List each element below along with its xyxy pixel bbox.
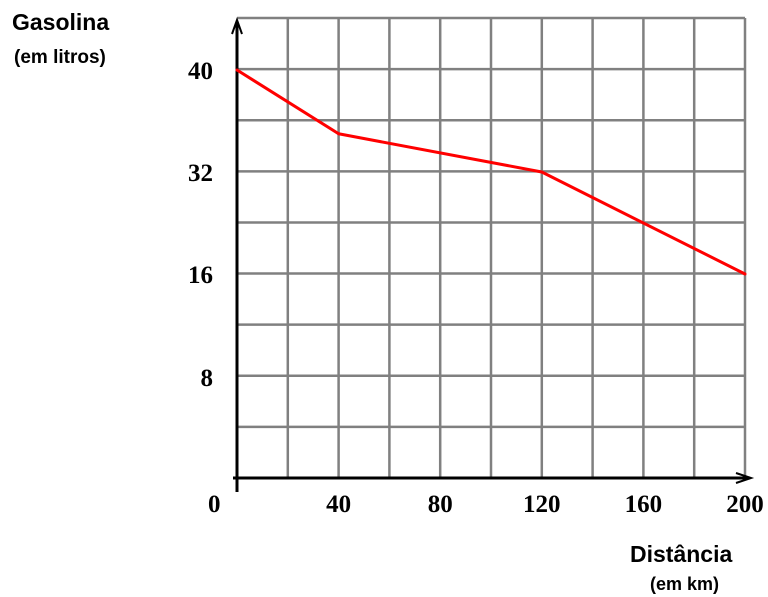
series [235,68,747,276]
x-tick-label: 120 [523,491,561,518]
x-tick-label: 80 [428,491,453,518]
grid [237,16,747,478]
y-axis-title: Gasolina [12,9,109,35]
data-point [235,68,239,72]
origin-label: 0 [208,491,221,518]
tick-labels: 40 80 120 160 200 8 16 32 40 [188,58,764,518]
axes [231,17,755,492]
x-tick-label: 160 [625,491,663,518]
y-tick-label: 8 [201,365,214,392]
x-axis-title: Distância [630,541,732,567]
y-tick-label: 40 [188,58,213,85]
x-tick-label: 40 [326,491,351,518]
x-tick-label: 200 [726,491,764,518]
y-tick-label: 16 [188,262,213,289]
series-line [236,68,746,276]
y-axis-unit: (em litros) [14,47,106,68]
data-point [743,272,747,276]
y-tick-label: 32 [188,160,213,187]
y-axis-arrow [231,17,243,35]
data-point [540,170,544,174]
x-axis-unit: (em km) [650,574,719,594]
data-point [337,132,341,136]
x-axis-arrow [735,472,755,484]
